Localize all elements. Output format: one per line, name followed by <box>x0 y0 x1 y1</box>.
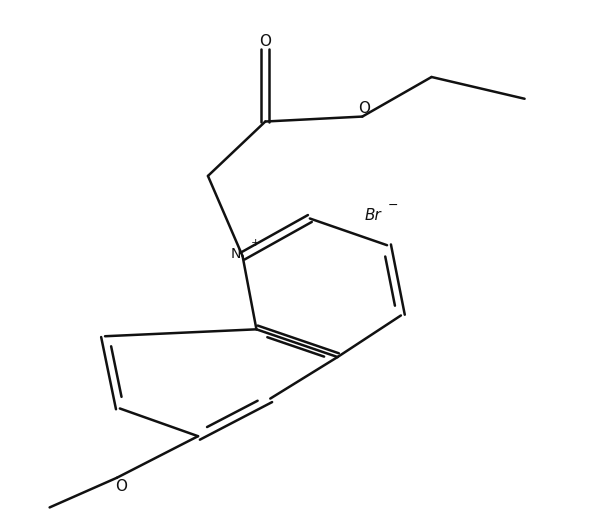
Text: N: N <box>231 247 241 261</box>
Text: O: O <box>358 101 370 116</box>
Text: Br: Br <box>364 208 381 223</box>
Text: O: O <box>259 34 272 49</box>
Text: −: − <box>388 199 398 212</box>
Text: O: O <box>115 479 127 494</box>
Text: +: + <box>251 238 260 248</box>
